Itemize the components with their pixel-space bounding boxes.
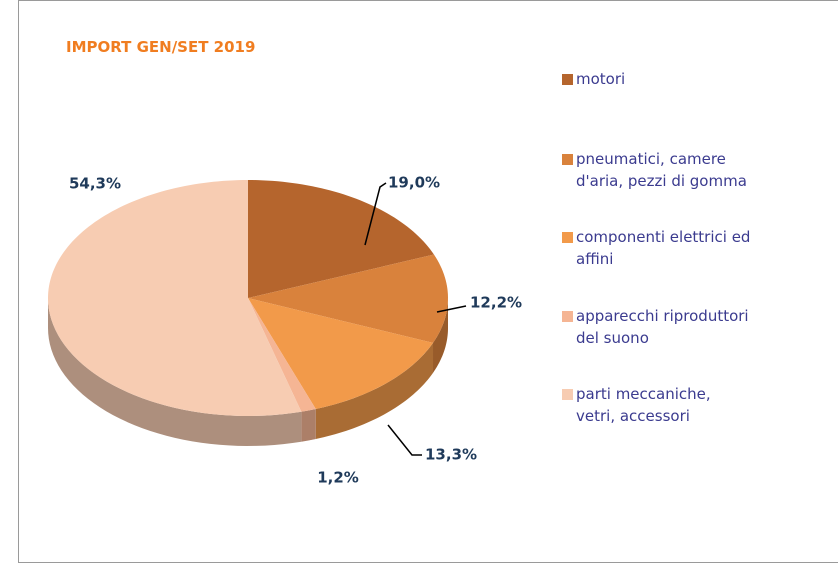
legend-item: parti meccaniche, vetri, accessori	[562, 383, 752, 427]
legend-item: motori	[562, 68, 752, 90]
leader-line	[364, 182, 387, 246]
slice	[248, 298, 316, 412]
value-label: 19,0%	[388, 174, 440, 192]
slice	[248, 254, 448, 343]
legend-swatch	[562, 154, 573, 165]
value-label: 12,2%	[470, 294, 522, 312]
slice-side	[301, 409, 316, 442]
slice-side	[48, 298, 302, 446]
legend-swatch	[562, 389, 573, 400]
legend-label: apparecchi riproduttori del suono	[576, 307, 749, 347]
legend-label: parti meccaniche, vetri, accessori	[576, 385, 711, 425]
legend-swatch	[562, 232, 573, 243]
legend-label: motori	[576, 70, 626, 88]
legend-item: componenti elettrici ed affini	[562, 226, 752, 270]
legend-label: pneumatici, camere d'aria, pezzi di gomm…	[576, 150, 747, 190]
leader-line	[436, 305, 467, 313]
legend-item: apparecchi riproduttori del suono	[562, 305, 752, 349]
legend-item: pneumatici, camere d'aria, pezzi di gomm…	[562, 148, 752, 192]
slice-side	[433, 298, 448, 373]
legend-swatch	[562, 74, 573, 85]
leader-line	[387, 424, 422, 456]
value-label: 13,3%	[425, 446, 477, 464]
legend-swatch	[562, 311, 573, 322]
slice-side	[315, 342, 434, 440]
slice	[248, 180, 434, 298]
value-label: 1,2%	[317, 469, 359, 487]
slice	[248, 298, 434, 410]
chart-title: IMPORT GEN/SET 2019	[66, 38, 256, 56]
slice	[48, 180, 302, 416]
chart-frame	[18, 0, 838, 563]
legend-label: componenti elettrici ed affini	[576, 228, 751, 268]
value-label: 54,3%	[69, 175, 121, 193]
